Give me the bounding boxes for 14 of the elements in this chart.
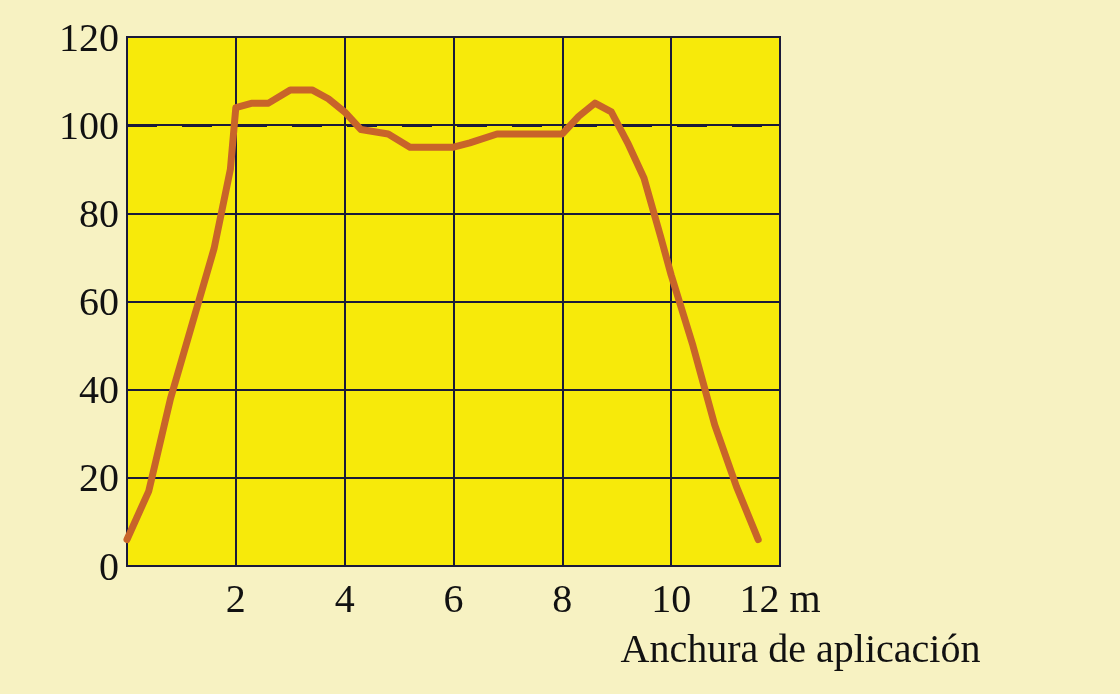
x-tick-label: 10 — [651, 575, 692, 621]
x-tick-label: 4 — [334, 575, 355, 621]
y-tick-label: 20 — [79, 455, 119, 501]
y-tick-label: 0 — [99, 543, 119, 589]
x-tick-label: 12 m — [739, 575, 821, 621]
y-tick-label: 60 — [79, 279, 119, 324]
x-axis-title: Anchura de aplicación — [620, 625, 981, 671]
y-tick-label: 80 — [79, 190, 119, 236]
x-tick-label: 2 — [225, 575, 246, 621]
y-tick-label: 40 — [79, 367, 119, 413]
x-tick-label: 6 — [443, 575, 464, 621]
y-tick-label: 100 — [59, 102, 119, 148]
y-tick-label: 120 — [59, 14, 119, 60]
x-tick-label: 8 — [552, 575, 573, 621]
